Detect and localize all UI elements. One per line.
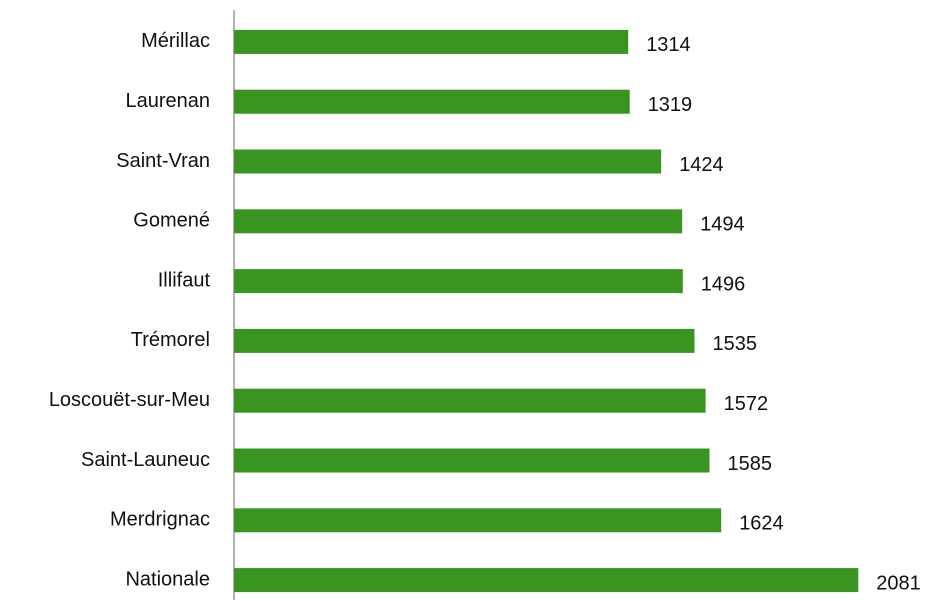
bar bbox=[234, 568, 859, 593]
value-label: 1572 bbox=[724, 393, 769, 415]
bar bbox=[234, 269, 683, 294]
value-label: 1496 bbox=[701, 273, 746, 295]
value-label: 2081 bbox=[876, 572, 921, 594]
value-label: 1535 bbox=[713, 333, 758, 355]
y-tick-label: Saint-Launeuc bbox=[81, 449, 210, 471]
bar bbox=[234, 448, 710, 473]
bar bbox=[234, 209, 683, 234]
y-tick-label: Laurenan bbox=[125, 90, 210, 112]
y-tick-label: Gomené bbox=[133, 210, 210, 232]
bar bbox=[234, 508, 722, 533]
value-label: 1585 bbox=[728, 453, 773, 475]
value-label: 1494 bbox=[700, 214, 745, 236]
y-tick-label: Merdrignac bbox=[110, 509, 210, 531]
y-tick-label: Loscouët-sur-Meu bbox=[49, 389, 210, 411]
value-label: 1424 bbox=[679, 154, 724, 176]
bar bbox=[234, 328, 695, 353]
bar bbox=[234, 388, 706, 413]
y-tick-label: Nationale bbox=[125, 568, 210, 590]
y-tick-label: Illifaut bbox=[158, 269, 211, 291]
bar bbox=[234, 29, 629, 54]
value-label: 1624 bbox=[739, 513, 784, 535]
y-tick-label: Mérillac bbox=[141, 30, 210, 52]
y-tick-label: Saint-Vran bbox=[116, 150, 210, 172]
value-label: 1314 bbox=[646, 34, 691, 56]
bar bbox=[234, 89, 630, 114]
bar bbox=[234, 149, 662, 174]
value-label: 1319 bbox=[648, 94, 693, 116]
y-tick-label: Trémorel bbox=[131, 329, 210, 351]
